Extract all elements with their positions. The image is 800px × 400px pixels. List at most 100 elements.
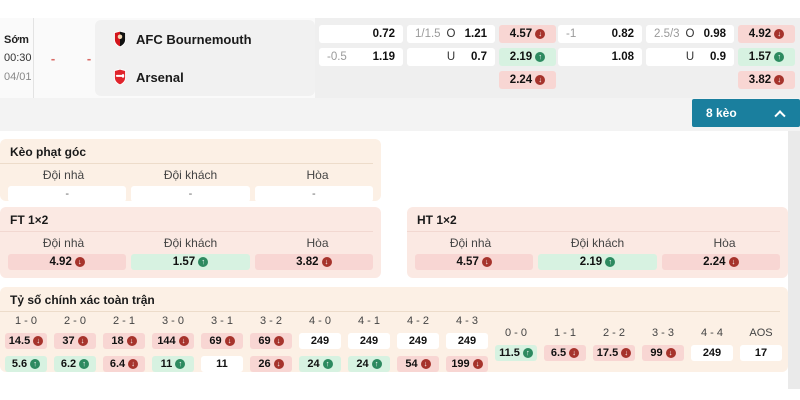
corner-odds-section: Kèo phạt góc Đội nhà Đội khách Hòa - - -	[0, 139, 381, 202]
ht-home-odd[interactable]: 4.57	[415, 254, 534, 270]
odd-value: 1.57	[748, 51, 772, 63]
away-team-row[interactable]: Arsenal	[95, 58, 315, 96]
score-odd-top[interactable]: 69	[201, 333, 243, 349]
section-title: Tỷ số chính xác toàn trận	[10, 293, 155, 307]
score-column: 4 - 1 249 24	[348, 315, 390, 372]
total-odd[interactable]: 1/1.5 O 1.21	[407, 25, 495, 43]
odd-value: 0.7	[471, 51, 487, 63]
odd-value: 2.19	[579, 256, 603, 268]
1x2-odd[interactable]: 2.19	[499, 48, 556, 66]
score-odd-bottom[interactable]: 11	[201, 356, 243, 372]
early-label: Sớm	[4, 34, 29, 46]
corner-draw-odd[interactable]: -	[254, 186, 373, 202]
score-label: 3 - 1	[210, 315, 233, 327]
score-odd-bottom[interactable]: 199	[446, 356, 488, 372]
score-label: 4 - 0	[308, 315, 331, 327]
odd-value: 3.82	[296, 256, 319, 268]
score-odd-bottom[interactable]: 11	[152, 356, 194, 372]
1x2-odd[interactable]: 4.57	[499, 25, 556, 43]
total-odd[interactable]: U 0.9	[646, 48, 734, 66]
handicap-line: -1	[566, 28, 577, 40]
score-odd-bottom[interactable]: 5.6	[5, 356, 47, 372]
score-odd-bottom[interactable]: 54	[397, 356, 439, 372]
odd-value: 2.24	[509, 74, 533, 86]
score-odd[interactable]: 6.5	[544, 345, 586, 361]
odd-value: 1.19	[372, 51, 395, 63]
score-odd-top[interactable]: 249	[397, 333, 439, 349]
trend-arrow-icon	[77, 336, 88, 346]
score-odd-top[interactable]: 249	[446, 333, 488, 349]
correct-score-section: Tỷ số chính xác toàn trận 1 - 0 14.5 5.6…	[0, 287, 788, 372]
1x2-odd[interactable]: 3.82	[738, 71, 795, 89]
score-label: AOS	[749, 327, 773, 339]
trend-arrow-icon	[420, 359, 431, 369]
odd-value: 4.92	[49, 256, 72, 268]
match-time-column: Sớm 00:30 04/01	[0, 18, 34, 98]
page-edge-strip	[788, 131, 800, 389]
kickoff-time: 00:30	[4, 52, 32, 64]
total-odd[interactable]: U 0.7	[407, 48, 495, 66]
score-odd-top[interactable]: 14.5	[5, 333, 47, 349]
ft-draw-odd[interactable]: 3.82	[254, 254, 373, 270]
ft-away-odd[interactable]: 1.57	[131, 254, 250, 270]
handicap-odd[interactable]: 1.08	[558, 48, 642, 66]
trend-arrow-icon	[535, 52, 546, 62]
handicap-odd[interactable]: 0.72	[319, 25, 403, 43]
score-odd-top[interactable]: 249	[348, 333, 390, 349]
score-odd-top[interactable]: 18	[103, 333, 145, 349]
score-label: 4 - 3	[455, 315, 478, 327]
corner-home-odd[interactable]: -	[8, 186, 127, 202]
odd-value: 24	[307, 358, 320, 370]
home-team-name: AFC Bournemouth	[136, 31, 252, 47]
trend-arrow-icon	[605, 257, 616, 267]
draw-header: Hòa	[306, 168, 329, 182]
section-title: FT 1×2	[10, 213, 49, 227]
trend-arrow-icon	[74, 257, 85, 267]
more-markets-button[interactable]: 8 kèo	[692, 99, 800, 127]
score-odd-bottom[interactable]: 24	[299, 356, 341, 372]
draw-header: Hòa	[306, 236, 329, 250]
ft-home-odd[interactable]: 4.92	[8, 254, 127, 270]
away-header: Đội khách	[163, 236, 218, 250]
total-odd[interactable]: 2.5/3 O 0.98	[646, 25, 734, 43]
odd-value: 14.5	[8, 335, 31, 347]
odd-value: 17.5	[596, 347, 619, 359]
score-label: 3 - 0	[161, 315, 184, 327]
score-odd[interactable]: 17.5	[593, 345, 635, 361]
odd-value: 69	[258, 335, 271, 347]
draw-score-column: 4 - 4 249	[691, 315, 733, 372]
trend-arrow-icon	[322, 359, 333, 369]
1x2-odd[interactable]: 1.57	[738, 48, 795, 66]
score-odd[interactable]: 99	[642, 345, 684, 361]
score-odd-top[interactable]: 37	[54, 333, 96, 349]
correct-score-grid: 1 - 0 14.5 5.6 2 - 0 37 6.2 2 - 1 18 6.4	[0, 312, 788, 372]
odd-value: 4.57	[456, 256, 479, 268]
ht-away-odd[interactable]: 2.19	[538, 254, 657, 270]
1x2-odd[interactable]: 2.24	[499, 71, 556, 89]
handicap-odd[interactable]: -0.5 1.19	[319, 48, 403, 66]
handicap-odd[interactable]: -1 0.82	[558, 25, 642, 43]
score-odd-bottom[interactable]: 6.4	[103, 356, 145, 372]
odd-value: 249	[359, 335, 379, 347]
odd-value: 99	[650, 347, 663, 359]
trend-arrow-icon	[665, 348, 676, 358]
ht-draw-odd[interactable]: 2.24	[661, 254, 780, 270]
score-odd[interactable]: 17	[740, 345, 782, 361]
score-odd[interactable]: 249	[691, 345, 733, 361]
corner-away-odd[interactable]: -	[131, 186, 250, 202]
score-odd[interactable]: 11.5	[495, 345, 537, 361]
score-odd-top[interactable]: 249	[299, 333, 341, 349]
score-odd-bottom[interactable]: 24	[348, 356, 390, 372]
score-odd-top[interactable]: 69	[250, 333, 292, 349]
trend-arrow-icon	[774, 29, 785, 39]
score-odd-top[interactable]: 144	[152, 333, 194, 349]
1x2-odd[interactable]: 4.92	[738, 25, 795, 43]
odd-value: 18	[111, 335, 124, 347]
odd-value: 1.57	[172, 256, 196, 268]
home-team-row[interactable]: AFC Bournemouth	[95, 20, 315, 58]
score-odd-bottom[interactable]: 6.2	[54, 356, 96, 372]
score-column: 2 - 1 18 6.4	[103, 315, 145, 372]
score-odd-bottom[interactable]: 26	[250, 356, 292, 372]
trend-arrow-icon	[535, 29, 546, 39]
odd-value: 4.57	[509, 28, 533, 40]
